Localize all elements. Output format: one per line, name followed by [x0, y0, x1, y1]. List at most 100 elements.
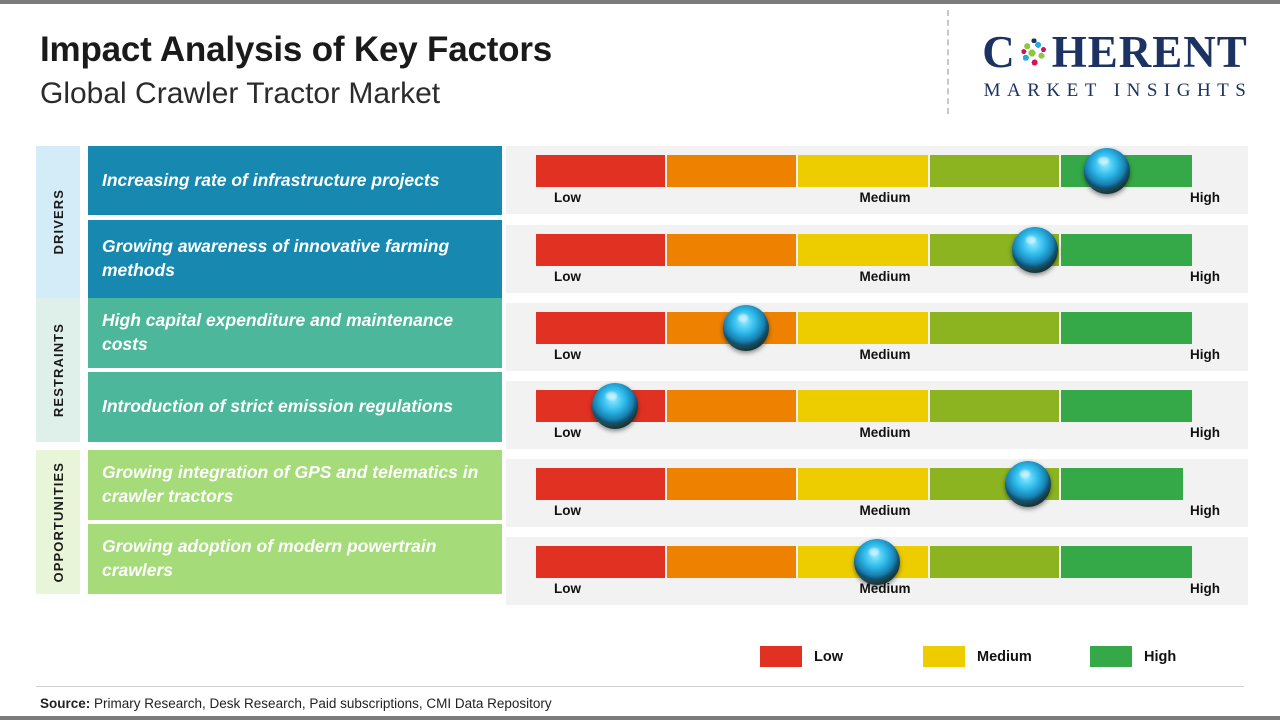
category-strip-opportunities: OPPORTUNITIES: [36, 450, 80, 594]
logo-letter-c: C: [982, 27, 1016, 77]
logo-word-herent: HERENT: [1051, 27, 1248, 77]
impact-scale-segment: [536, 468, 668, 500]
impact-scale-segment: [798, 155, 930, 187]
page-subtitle: Global Crawler Tractor Market: [40, 77, 441, 111]
factor-box[interactable]: Increasing rate of infrastructure projec…: [88, 146, 502, 215]
impact-marker[interactable]: [1083, 148, 1130, 194]
impact-scale-segment: [798, 468, 930, 500]
scale-label-medium: Medium: [859, 581, 911, 596]
factor-label: Growing integration of GPS and telematic…: [102, 462, 479, 506]
scale-label-low: Low: [554, 347, 581, 362]
factor-box[interactable]: Introduction of strict emission regulati…: [88, 372, 502, 442]
scale-label-high: High: [1190, 503, 1220, 518]
impact-scale-segment: [667, 468, 799, 500]
impact-scale-track: [536, 312, 1192, 344]
factor-box[interactable]: Growing integration of GPS and telematic…: [88, 450, 502, 520]
category-label: OPPORTUNITIES: [50, 461, 66, 583]
impact-scale-segment: [929, 312, 1061, 344]
impact-scale-segment: [1060, 234, 1192, 266]
source-note: Source: Primary Research, Desk Research,…: [40, 696, 552, 711]
logo-tagline: MARKET INSIGHTS: [983, 80, 1253, 101]
scale-label-high: High: [1190, 425, 1220, 440]
impact-scale-row: Low Medium High: [506, 146, 1248, 214]
scale-label-medium: Medium: [859, 190, 911, 205]
impact-scale-segment: [1060, 546, 1192, 578]
impact-scale-segment: [798, 390, 930, 422]
scale-label-medium: Medium: [859, 503, 911, 518]
slide-header: Impact Analysis of Key Factors Global Cr…: [0, 4, 1280, 136]
impact-scale-segment: [536, 155, 668, 187]
impact-scale-segment: [798, 234, 930, 266]
impact-scale-track: [536, 468, 1192, 500]
legend-label: High: [1144, 648, 1177, 665]
legend-swatch: [760, 646, 802, 667]
impact-scale-segment: [1060, 312, 1192, 344]
dotted-globe-icon: [1016, 35, 1051, 70]
impact-scale-segment: [1060, 390, 1192, 422]
impact-scale-segment: [667, 390, 799, 422]
scale-label-medium: Medium: [859, 425, 911, 440]
scale-label-low: Low: [554, 581, 581, 596]
source-label: Source:: [40, 696, 91, 711]
scale-label-high: High: [1190, 581, 1220, 596]
footer-divider: [36, 686, 1244, 687]
impact-marker[interactable]: [1005, 461, 1051, 507]
impact-scale-track: [536, 546, 1192, 578]
impact-scale-segment: [929, 155, 1061, 187]
legend-item: Low: [760, 646, 843, 667]
impact-marker[interactable]: [722, 305, 769, 351]
scale-label-low: Low: [554, 425, 581, 440]
impact-scale-track: [536, 234, 1192, 266]
category-label: RESTRAINTS: [50, 322, 66, 418]
impact-scale-segment: [929, 546, 1061, 578]
legend-item: High: [1090, 646, 1176, 667]
factor-box[interactable]: High capital expenditure and maintenance…: [88, 298, 502, 368]
title-block: Impact Analysis of Key Factors Global Cr…: [40, 30, 552, 112]
factor-label: High capital expenditure and maintenance…: [102, 310, 454, 354]
impact-scale-segment: [929, 390, 1061, 422]
impact-scale-track: [536, 155, 1192, 187]
legend-swatch: [1090, 646, 1132, 667]
logo-wordmark: C HERENT: [965, 30, 1265, 75]
impact-scale-segment: [667, 234, 799, 266]
scale-tick-labels: Low Medium High: [536, 581, 1234, 603]
factor-label: Increasing rate of infrastructure projec…: [102, 169, 440, 190]
impact-scale-segment: [667, 155, 799, 187]
factor-label: Growing awareness of innovative farming …: [102, 236, 450, 280]
impact-scale-row: Low Medium High: [506, 459, 1248, 527]
factor-box[interactable]: Growing adoption of modern powertrain cr…: [88, 524, 502, 594]
factor-label: Introduction of strict emission regulati…: [102, 396, 453, 417]
impact-scale-segment: [536, 312, 668, 344]
scale-label-medium: Medium: [859, 269, 911, 284]
impact-marker[interactable]: [854, 539, 901, 585]
scale-tick-labels: Low Medium High: [536, 190, 1234, 212]
company-logo: C HERENT MARKET INSIGHTS: [965, 30, 1265, 102]
scale-label-high: High: [1190, 269, 1220, 284]
impact-scale-row: Low Medium High: [506, 225, 1248, 293]
logo-divider: [947, 10, 949, 114]
impact-marker[interactable]: [1011, 227, 1058, 273]
category-label: DRIVERS: [50, 189, 66, 255]
page-title: Impact Analysis of Key Factors: [40, 30, 553, 69]
impact-scale-row: Low Medium High: [506, 303, 1248, 371]
scale-label-low: Low: [554, 190, 581, 205]
scale-label-low: Low: [554, 503, 581, 518]
impact-scale-segment: [798, 312, 930, 344]
scale-tick-labels: Low Medium High: [536, 425, 1234, 447]
legend-swatch: [923, 646, 965, 667]
scale-tick-labels: Low Medium High: [536, 503, 1234, 525]
impact-scale-row: Low Medium High: [506, 537, 1248, 605]
scale-tick-labels: Low Medium High: [536, 347, 1234, 369]
factor-label: Growing adoption of modern powertrain cr…: [102, 536, 437, 580]
impact-marker[interactable]: [591, 383, 638, 429]
legend-label: Medium: [977, 648, 1032, 665]
category-strip-restraints: RESTRAINTS: [36, 298, 80, 442]
scale-label-high: High: [1190, 347, 1220, 362]
impact-legend: Low Medium High: [760, 646, 1220, 676]
legend-item: Medium: [923, 646, 1032, 667]
impact-scale-segment: [1060, 468, 1183, 500]
scale-label-medium: Medium: [859, 347, 911, 362]
scale-tick-labels: Low Medium High: [536, 269, 1234, 291]
factor-box[interactable]: Growing awareness of innovative farming …: [88, 220, 502, 298]
